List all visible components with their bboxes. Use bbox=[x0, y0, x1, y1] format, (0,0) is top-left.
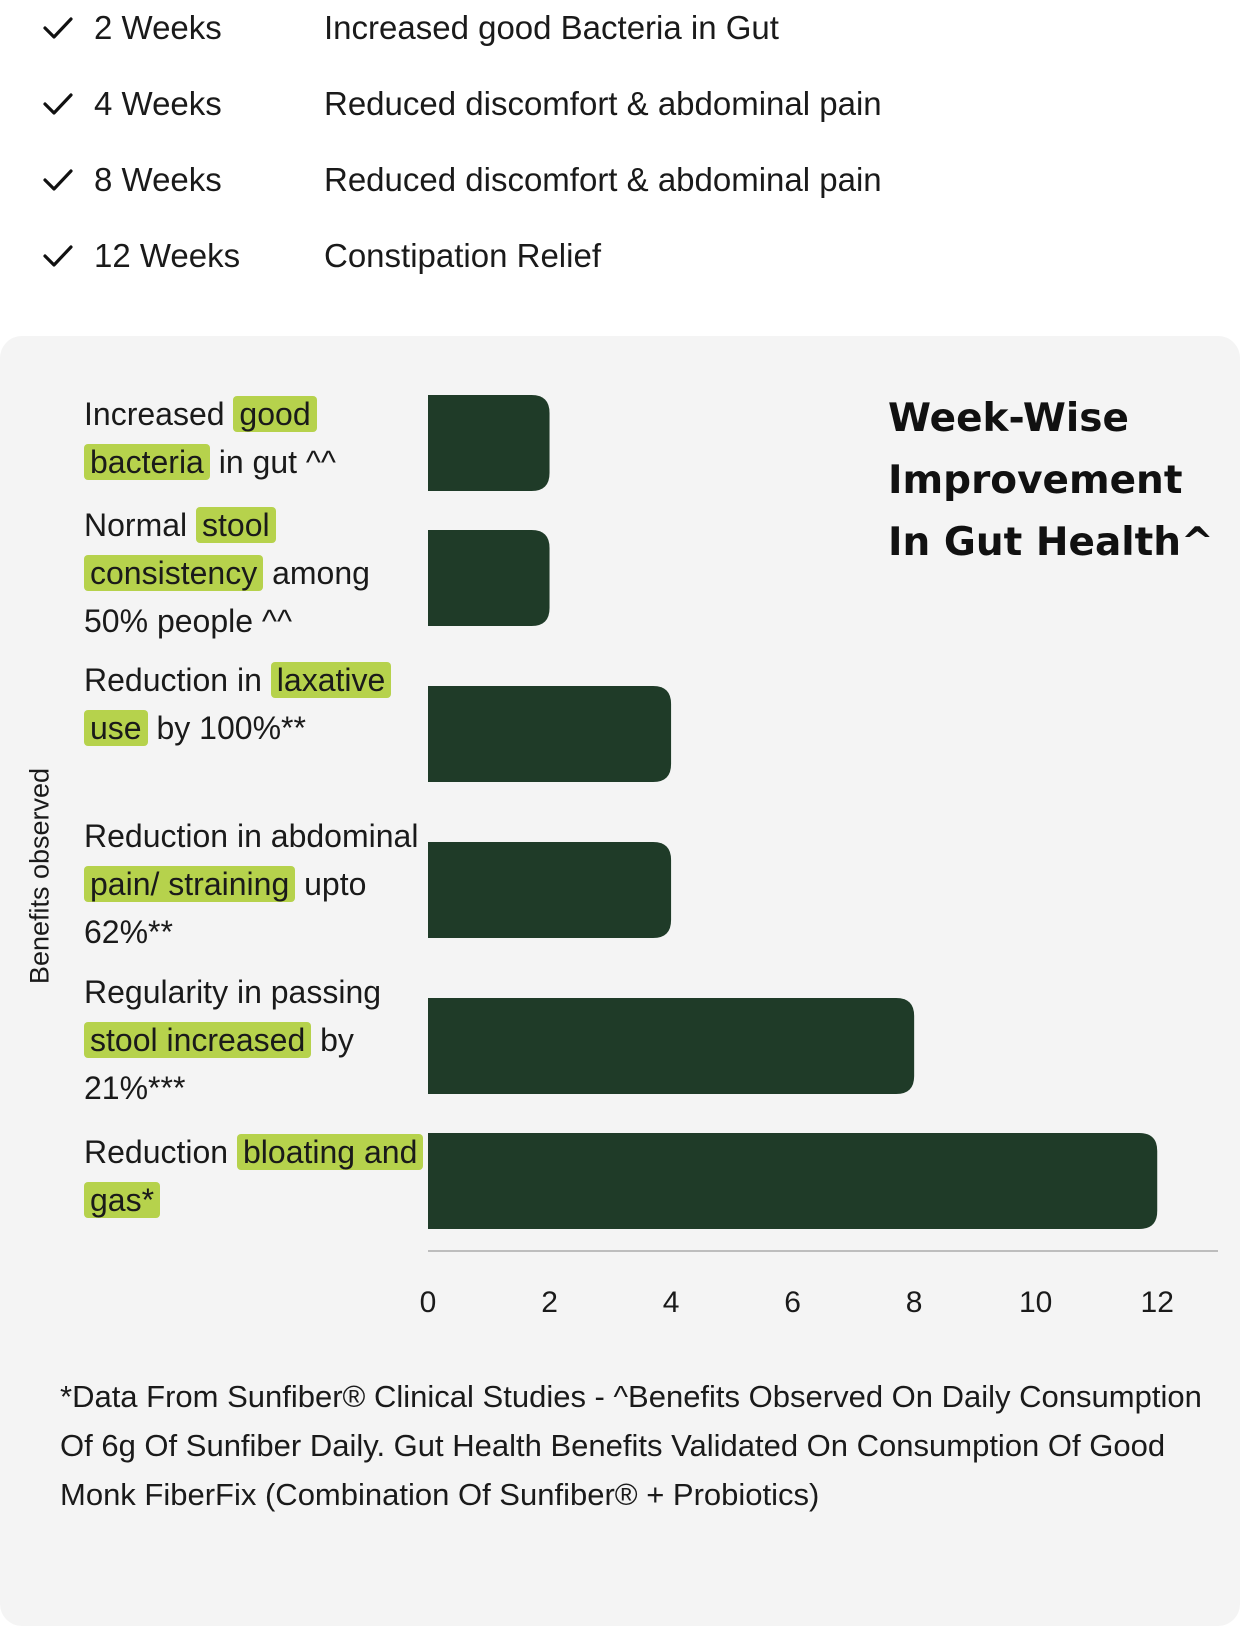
label-text: among 50% people ^^ bbox=[84, 555, 370, 639]
highlighted-phrase: pain/ straining bbox=[84, 866, 296, 902]
label-text: upto 62%** bbox=[84, 866, 367, 950]
footnote: *Data From Sunfiber® Clinical Studies - … bbox=[60, 1379, 1202, 1512]
timeline-item: 2 Weeks Increased good Bacteria in Gut bbox=[40, 3, 779, 53]
bar bbox=[428, 686, 672, 782]
checkmark-icon bbox=[40, 162, 76, 198]
y-axis-title: Benefits observed bbox=[24, 767, 55, 985]
timeline-item: 4 Weeks Reduced discomfort & abdominal p… bbox=[40, 79, 882, 129]
checkmark-icon bbox=[40, 238, 76, 274]
x-tick-label: 0 bbox=[420, 1286, 437, 1319]
label-text: by 100%** bbox=[147, 710, 306, 746]
label-text: Regularity in passing bbox=[84, 974, 382, 1010]
chart-card: 0 2 4 6 8 10 12 Week-Wise Improvement In Gut H… bbox=[0, 336, 1240, 1626]
timeline-weeks: 4 Weeks bbox=[94, 85, 222, 122]
timeline-benefit: Reduced discomfort & abdominal pain bbox=[324, 161, 882, 198]
timeline-benefit: Increased good Bacteria in Gut bbox=[324, 9, 779, 46]
timeline-benefit: Constipation Relief bbox=[324, 237, 601, 274]
label-text: Increased bbox=[84, 396, 234, 432]
timeline-weeks: 8 Weeks bbox=[94, 161, 222, 198]
x-tick-label: 6 bbox=[784, 1286, 801, 1319]
bar bbox=[428, 530, 550, 626]
category-label: Regularity in passing stool increased by… bbox=[84, 968, 424, 1112]
highlighted-phrase: stool increased bbox=[84, 1022, 312, 1058]
x-tick-label: 10 bbox=[1019, 1286, 1052, 1319]
bar bbox=[428, 998, 915, 1094]
label-text: in gut ^^ bbox=[209, 444, 336, 480]
category-label: Normal stool consistency among 50% peopl… bbox=[84, 501, 424, 645]
category-label: Increased good bacteria in gut ^^ bbox=[84, 390, 424, 486]
timeline-weeks: 12 Weeks bbox=[94, 237, 241, 274]
chart-title: Week-Wise Improvement In Gut Health^ bbox=[888, 396, 1214, 565]
timeline-benefit: Reduced discomfort & abdominal pain bbox=[324, 85, 882, 122]
x-tick-label: 12 bbox=[1141, 1286, 1174, 1319]
category-label: Reduction in laxative use by 100%** bbox=[84, 656, 424, 752]
category-label: Reduction in abdominal pain/ straining u… bbox=[84, 812, 424, 956]
bar-chart: 0 2 4 6 8 10 12 bbox=[420, 395, 1218, 1319]
timeline-weeks: 2 Weeks bbox=[94, 9, 222, 46]
label-text: by 21%*** bbox=[84, 1022, 354, 1106]
x-tick-label: 4 bbox=[663, 1286, 680, 1319]
label-text: Reduction in bbox=[84, 662, 271, 698]
bar bbox=[428, 395, 550, 491]
timeline-item: 8 Weeks Reduced discomfort & abdominal p… bbox=[40, 155, 882, 205]
label-text: Reduction in abdominal bbox=[84, 818, 419, 854]
bar bbox=[428, 1133, 1158, 1229]
checkmark-icon bbox=[40, 86, 76, 122]
x-tick-label: 2 bbox=[541, 1286, 558, 1319]
bar bbox=[428, 842, 672, 938]
label-text: Reduction bbox=[84, 1134, 237, 1170]
x-tick-label: 8 bbox=[906, 1286, 923, 1319]
checkmark-icon bbox=[40, 10, 76, 46]
category-label: Reduction bloating and gas* bbox=[84, 1128, 424, 1224]
timeline-item: 12 Weeks Constipation Relief bbox=[40, 231, 601, 281]
label-text: Normal bbox=[84, 507, 197, 543]
